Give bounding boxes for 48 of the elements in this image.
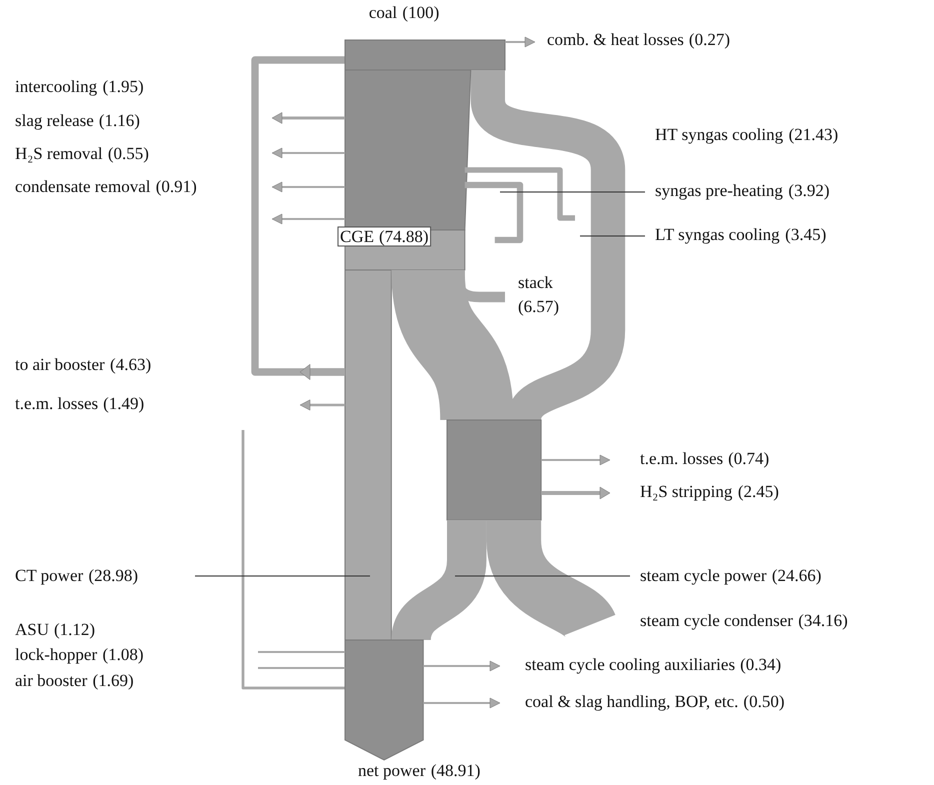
data-label: (1.69) bbox=[92, 671, 134, 690]
category-label: steam cycle cooling auxiliaries bbox=[525, 655, 736, 674]
data-label: (3.45) bbox=[785, 225, 826, 244]
data-label: (0.50) bbox=[743, 692, 784, 711]
category-label: to air booster bbox=[15, 355, 106, 374]
data-label: (21.43) bbox=[788, 125, 838, 144]
category-label: CGE bbox=[340, 227, 374, 246]
data-label: (1.08) bbox=[102, 645, 144, 664]
data-label: (0.55) bbox=[108, 144, 149, 163]
category-label: steam cycle condenser bbox=[640, 611, 794, 630]
data-label: (34.16) bbox=[798, 611, 848, 630]
data-label: (2.45) bbox=[738, 482, 779, 501]
data-label: (1.49) bbox=[103, 394, 144, 413]
category-label: air booster bbox=[15, 671, 88, 690]
data-label: (28.98) bbox=[88, 566, 138, 585]
category-label: t.e.m. losses bbox=[15, 394, 98, 413]
category-label: coal bbox=[368, 3, 398, 22]
category-label: lock-hopper bbox=[15, 645, 98, 664]
data-label: (1.16) bbox=[98, 111, 140, 130]
category-label: LT syngas cooling bbox=[655, 225, 780, 244]
category-label: H₂S removal bbox=[15, 144, 103, 163]
category-label: net power bbox=[358, 761, 426, 780]
category-label: CT power bbox=[15, 566, 84, 585]
data-label: (74.88) bbox=[379, 227, 429, 246]
category-label: condensate removal bbox=[15, 177, 151, 196]
data-label: (0.27) bbox=[688, 30, 730, 49]
category-label: comb. & heat losses bbox=[547, 30, 684, 49]
category-label: coal & slag handling, BOP, etc. bbox=[525, 692, 738, 711]
category-label: ASU bbox=[15, 620, 50, 639]
category-label: slag release bbox=[15, 111, 94, 130]
category-label: steam cycle power bbox=[640, 566, 767, 585]
category-label: HT syngas cooling bbox=[655, 125, 784, 144]
data-label: (48.91) bbox=[430, 761, 480, 780]
category-label: t.e.m. losses bbox=[640, 449, 724, 468]
category-label: syngas pre-heating bbox=[655, 181, 784, 200]
data-label: (0.74) bbox=[728, 449, 770, 468]
data-label: (0.91) bbox=[156, 177, 197, 196]
data-label: (6.57) bbox=[518, 297, 560, 316]
category-label: intercooling bbox=[15, 77, 98, 96]
category-label: H₂S stripping bbox=[640, 482, 733, 501]
data-label: (3.92) bbox=[788, 181, 830, 200]
data-label: (24.66) bbox=[772, 566, 822, 585]
data-label: (1.95) bbox=[102, 77, 144, 96]
data-label: (0.34) bbox=[740, 655, 782, 674]
data-label: (4.63) bbox=[110, 355, 152, 374]
category-label: stack bbox=[518, 273, 554, 292]
data-label: (100) bbox=[402, 3, 440, 22]
data-label: (1.12) bbox=[54, 620, 96, 639]
